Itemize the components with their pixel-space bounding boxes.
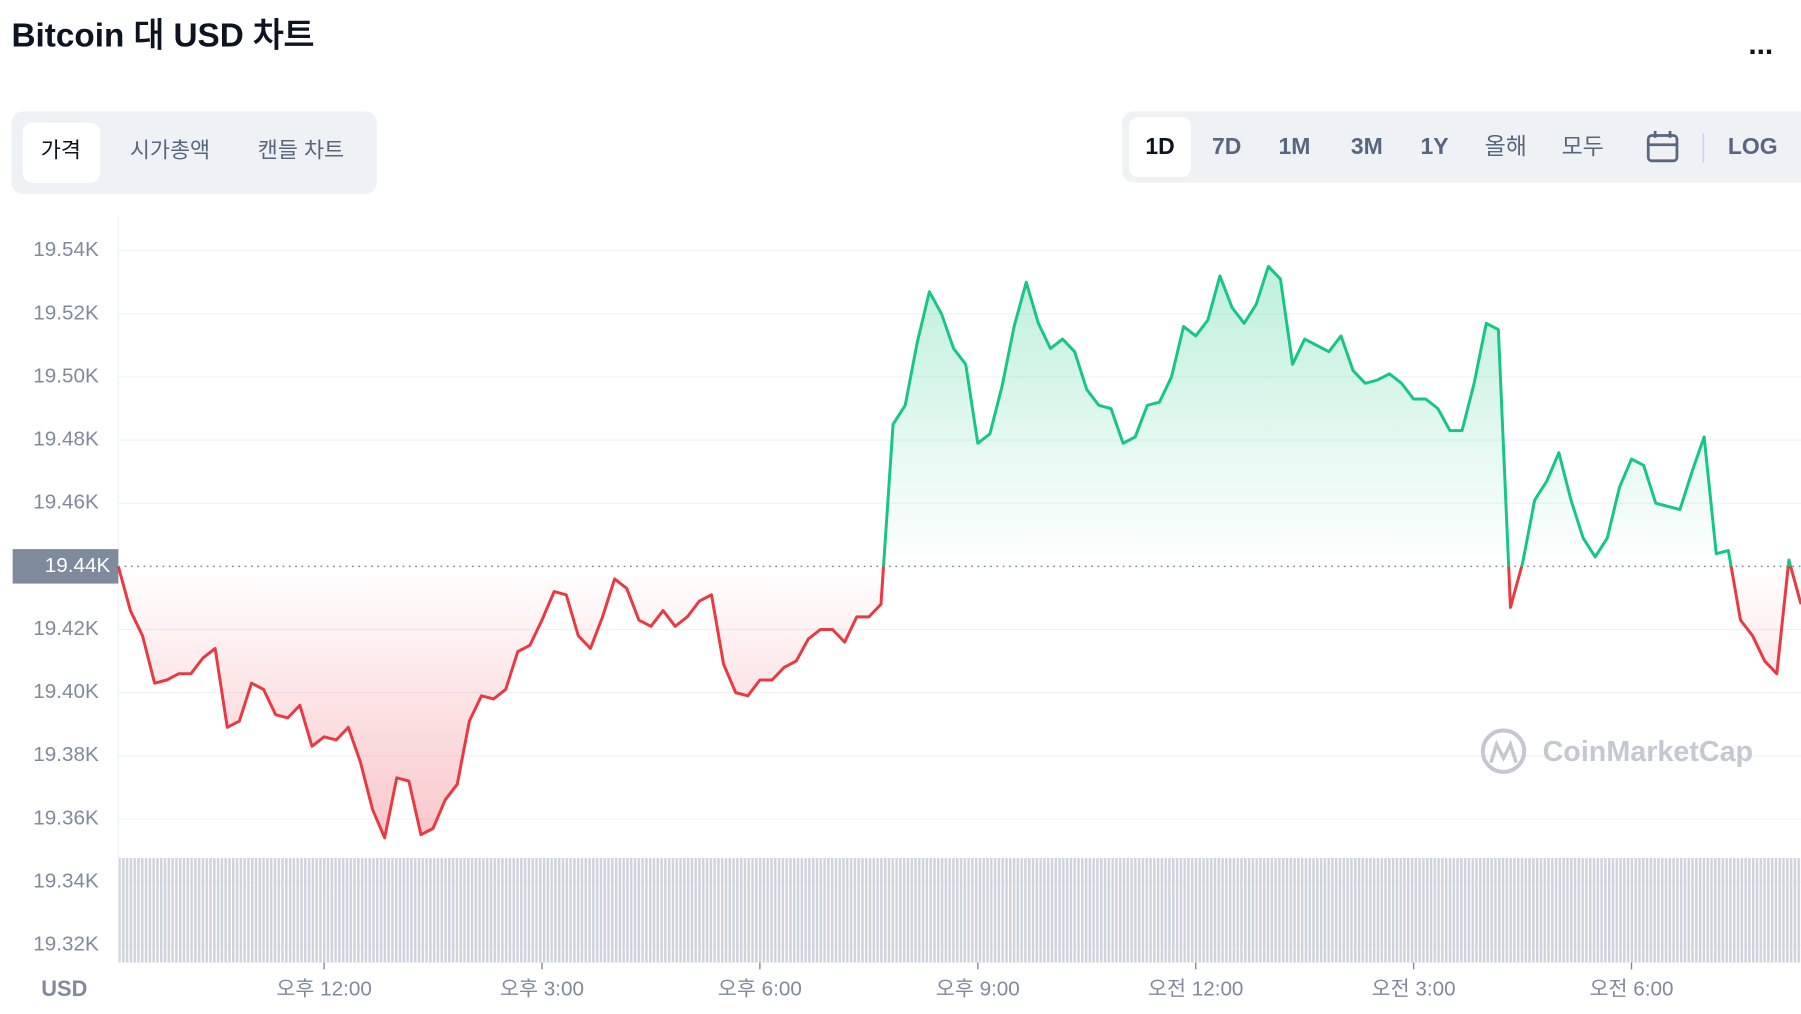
range-button[interactable]: 1Y	[1421, 133, 1449, 159]
range-button[interactable]: 3M	[1351, 133, 1383, 159]
y-tick-label: 19.54K	[33, 238, 99, 261]
x-tick-label: 오후 3:00	[500, 978, 584, 1001]
y-tick-label: 19.48K	[33, 428, 99, 451]
y-tick-label: 19.44K	[45, 554, 111, 577]
y-tick-label: 19.36K	[33, 806, 99, 829]
tab[interactable]: 시가총액	[130, 137, 210, 162]
y-tick-label: 19.40K	[33, 680, 99, 703]
y-tick-label: 19.34K	[33, 869, 99, 892]
price-area	[118, 266, 1801, 838]
page-title: Bitcoin 대 USD 차트	[11, 18, 314, 55]
tab-group	[11, 111, 377, 195]
y-tick-label: 19.46K	[33, 491, 99, 514]
y-tick-label: 19.32K	[33, 933, 99, 956]
baseline-label-bg	[12, 549, 119, 584]
tab-active	[22, 122, 100, 183]
range-button[interactable]: 모두	[1562, 133, 1604, 159]
y-tick-label: 19.38K	[33, 743, 99, 766]
tab[interactable]: 캔들 차트	[258, 137, 344, 162]
range-button[interactable]: 7D	[1212, 133, 1241, 159]
x-tick-label: 오후 6:00	[718, 978, 802, 1001]
watermark-text: CoinMarketCap	[1543, 736, 1754, 768]
tab[interactable]: 가격	[41, 137, 81, 162]
y-tick-label: 19.50K	[33, 364, 99, 387]
range-button[interactable]: 1M	[1279, 133, 1311, 159]
range-button[interactable]: 1D	[1145, 133, 1174, 159]
menu-button[interactable]: ...	[1748, 28, 1773, 61]
price-line	[116, 264, 1801, 840]
range-group	[1122, 111, 1801, 183]
y-tick-label: 19.52K	[33, 301, 99, 324]
y-unit-label: USD	[41, 976, 87, 1001]
x-tick-label: 오전 3:00	[1372, 978, 1456, 1001]
watermark	[1480, 728, 1527, 774]
x-tick-label: 오전 6:00	[1590, 978, 1674, 1001]
log-button[interactable]: LOG	[1728, 133, 1778, 159]
x-tick-label: 오후 9:00	[936, 978, 1020, 1001]
x-tick-label: 오후 12:00	[276, 978, 371, 1001]
calendar-button[interactable]	[1646, 130, 1679, 163]
volume-bars	[118, 858, 1801, 963]
range-button[interactable]: 올해	[1485, 133, 1527, 159]
x-tick-label: 오전 12:00	[1148, 978, 1243, 1001]
range-active	[1129, 117, 1192, 177]
y-tick-label: 19.42K	[33, 617, 99, 640]
